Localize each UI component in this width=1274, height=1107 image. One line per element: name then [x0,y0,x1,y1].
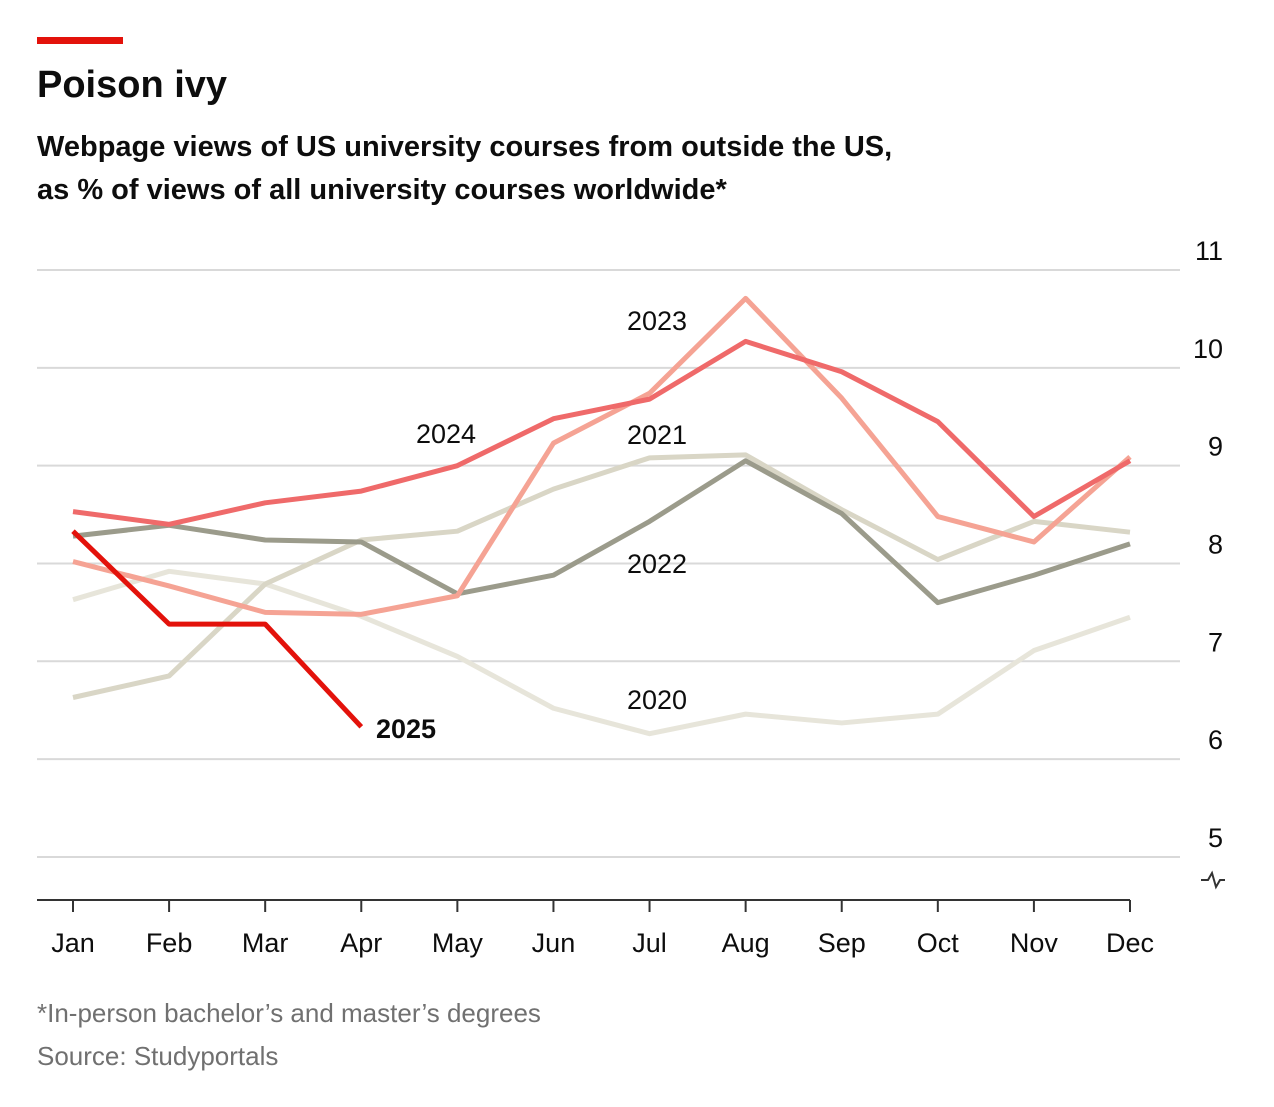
x-tick-label: Aug [722,928,770,958]
plot: 5 6 7 8 9 10 11 Jan Feb Mar Apr May Jun Jul Aug Sep Oct N… [37,236,1223,958]
series-line [72,458,1131,606]
source: Source: Studyportals [37,1041,278,1071]
y-tick-label: 6 [1208,725,1223,755]
x-tick-label: Oct [917,928,960,958]
series-label: 2021 [627,420,687,450]
x-tick-label: Feb [146,928,193,958]
series-label: 2022 [627,549,687,579]
y-tick-label: 11 [1195,236,1223,266]
series-line [72,568,1131,737]
series-line [71,529,364,729]
axis-break [1201,870,1225,890]
y-tick-label: 9 [1208,432,1223,462]
chart-subtitle: Webpage views of US university courses f… [37,131,892,163]
y-tick-label: 8 [1208,529,1223,559]
chart-subtitle: as % of views of all university courses … [37,174,727,206]
series-line [72,338,1132,527]
series-label: 2024 [416,419,476,449]
footnote: *In-person bachelor’s and master’s degre… [37,998,541,1028]
x-tick-label: Jan [51,928,95,958]
y-tick-label: 10 [1193,334,1223,364]
series-label: 2023 [627,306,687,336]
series-line [72,295,1132,617]
x-tick-label: Nov [1010,928,1059,958]
x-tick-label: Jun [532,928,576,958]
y-tick-label: 5 [1208,823,1223,853]
series-label: 2020 [627,685,687,715]
accent-bar [37,37,123,44]
x-tick-label: Dec [1106,928,1154,958]
series-label: 2025 [376,714,436,744]
x-tick-label: Sep [818,928,866,958]
series-line [72,452,1131,700]
y-tick-label: 7 [1208,627,1223,657]
x-tick-label: Jul [632,928,667,958]
x-tick-label: Mar [242,928,289,958]
chart-title: Poison ivy [37,64,227,106]
x-tick-label: May [432,928,484,958]
x-tick-label: Apr [340,928,382,958]
